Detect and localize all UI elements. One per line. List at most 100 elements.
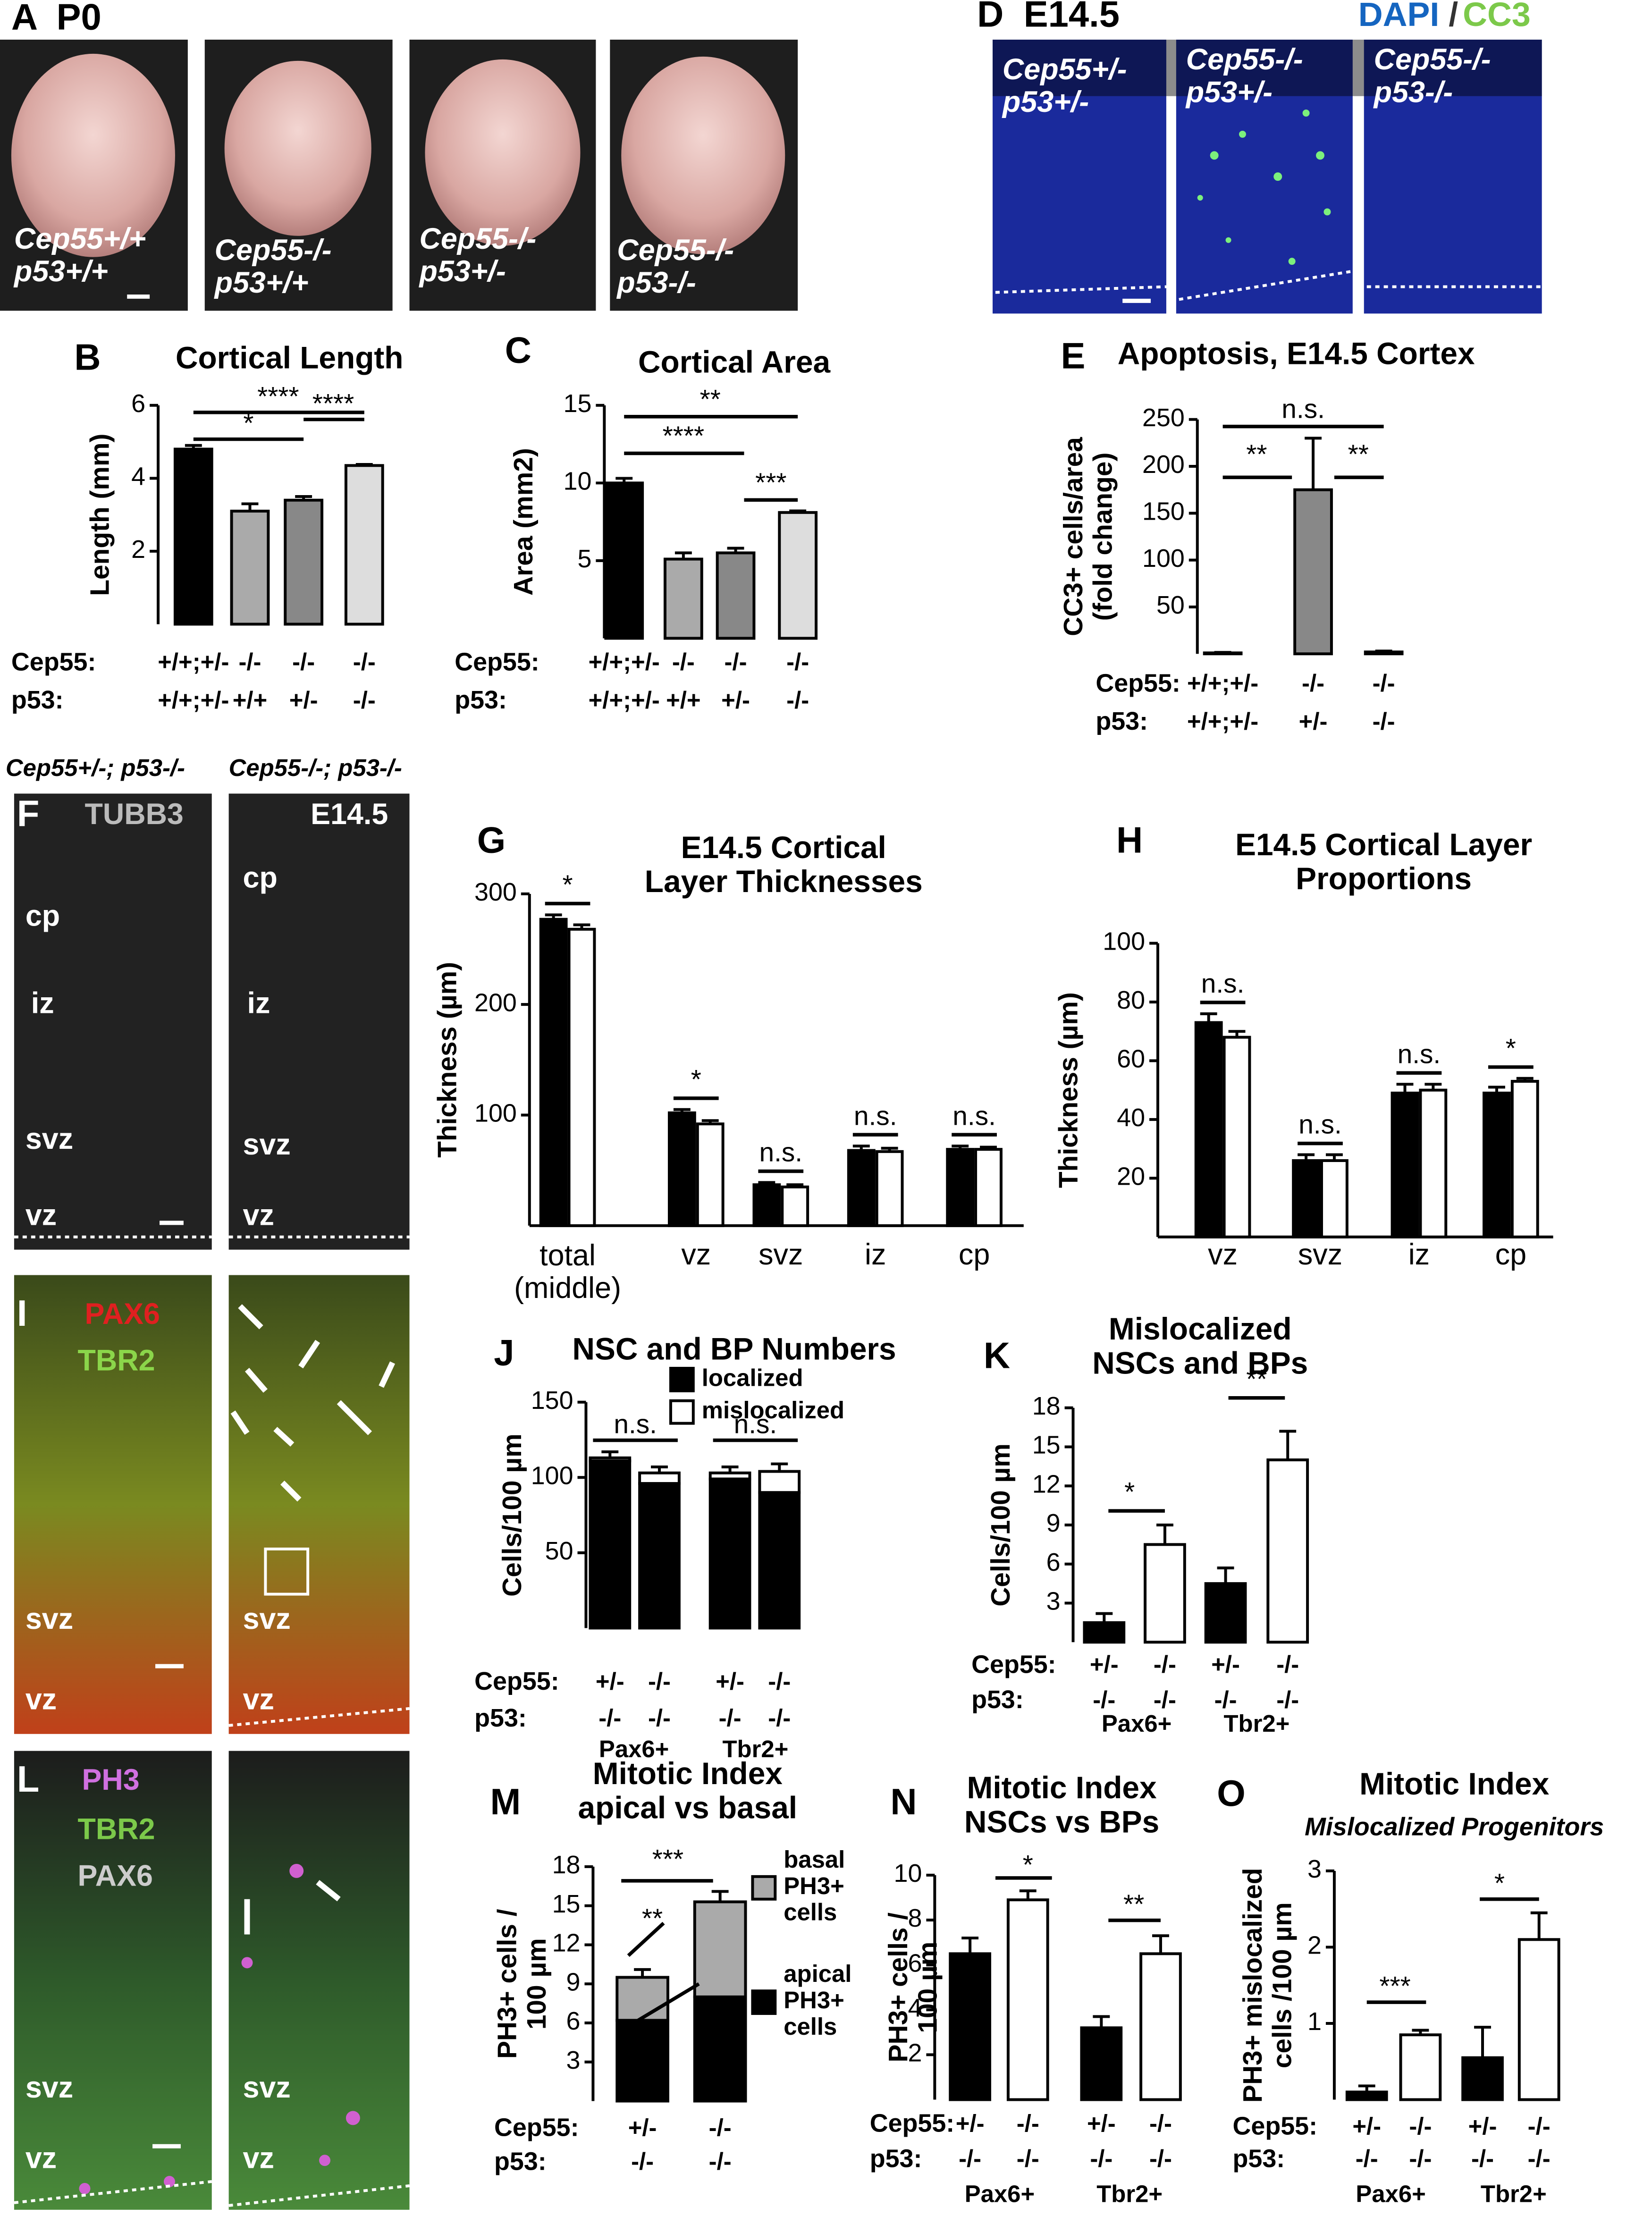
y-tick-label: 10 [894,1859,922,1887]
row-label: Cep55: [1096,669,1180,697]
bar [781,1185,809,1227]
bar-segment [615,2019,669,2103]
layer-label: iz [31,987,54,1020]
ph3-cells [79,1863,360,2194]
panel-letter: H [1116,820,1143,861]
y-tick-label: 20 [1117,1163,1145,1191]
bar-segment [638,1482,681,1630]
significance-label: * [691,1065,701,1095]
genotype-label: Cep55+/-p53+/- [1002,53,1127,118]
genotype-header: Cep55+/-; p53-/- [6,754,185,781]
chart-title: E14.5 Cortical Layer Thicknesses [645,830,923,899]
bar-segment [589,1456,632,1463]
row-label: p53: [474,1704,527,1732]
x-tick-label: -/- [631,2148,654,2175]
chart-subtitle: Mislocalized Progenitors [1305,1812,1604,1841]
x-tick-label: +/+ [233,686,268,713]
bar-segment [693,1900,747,1998]
row-label: p53: [11,686,64,714]
y-tick-label: 6 [908,1949,922,1977]
x-tick-label: -/- [1409,2145,1432,2172]
chart-title: Apoptosis, E14.5 Cortex [1118,336,1475,371]
x-tick-label: +/+;+/- [589,686,660,713]
x-tick-label: +/- [1211,1651,1240,1678]
brain [621,56,785,254]
x-tick-label: +/+;+/- [158,649,229,675]
layer-label: iz [247,987,270,1020]
brain [11,53,175,257]
bar [1266,1458,1309,1644]
group-label: Tbr2+ [1481,2180,1547,2207]
row-label: Cep55: [1233,2112,1318,2140]
stain-label: DAPI [1358,0,1440,34]
bar [1083,1621,1126,1644]
legend-swatch [751,1989,777,2015]
chart-title: NSC and BP Numbers [572,1331,896,1366]
x-tick-label: +/+;+/- [158,686,229,713]
bar [567,927,596,1227]
bar-segment [708,1477,751,1630]
y-tick-label: 12 [552,1929,581,1957]
x-tick-label: -/- [1471,2145,1494,2172]
micrograph [14,793,212,1250]
y-axis-label: Thickness (µm) [432,962,462,1158]
layer-label: vz [25,1683,57,1716]
x-tick-label: +/- [1087,2110,1116,2137]
significance-label: * [1494,1869,1505,1898]
marker-label: PAX6 [84,1297,160,1331]
legend-label: mislocalized [702,1397,844,1424]
panel-a: A P0 Cep55+/+ p53+/+ Cep55-/-p53+/+ Cep55… [0,0,798,311]
significance-bracket [627,1982,700,2028]
micrograph [14,1751,212,2210]
bar [284,498,324,626]
x-tick-label: -/- [353,686,376,713]
significance-label: n.s. [734,1410,777,1440]
bar [1292,1159,1321,1238]
significance-label: **** [312,389,354,419]
x-tick-label: -/- [1528,2145,1551,2172]
bar [663,557,703,640]
row-label: p53: [1096,707,1148,735]
stain-label: CC3 [1463,0,1531,34]
significance-label: * [1023,1850,1033,1880]
x-tick-label: -/- [1373,670,1395,697]
x-tick-label: total (middle) [514,1239,621,1305]
y-tick-label: 6 [566,2007,581,2035]
micrograph [228,1275,410,1734]
x-tick-label: -/- [1154,1686,1176,1713]
brain [224,60,371,236]
panel-letter: E [1061,336,1086,377]
bar [1461,2056,1504,2101]
row-label: Cep55: [870,2109,955,2138]
y-tick-label: 2 [1307,1931,1322,1960]
bar [1345,2090,1388,2101]
y-tick-label: 4 [131,463,145,491]
panel-letter: O [1217,1773,1246,1814]
significance-label: ** [1246,1365,1267,1394]
bar [949,1952,991,2101]
bar [1080,2026,1123,2101]
marker-label: PAX6 [78,1859,153,1892]
layer-label: svz [25,1122,73,1155]
y-tick-label: 9 [1046,1509,1061,1537]
significance-label: ** [700,385,721,414]
significance-label: * [563,870,573,900]
row-label: p53: [1233,2144,1285,2173]
significance-label: * [243,409,253,438]
stain-label: / [1449,0,1458,34]
y-tick-label: 100 [1142,544,1185,573]
genotype-label: Cep55-/-p53+/+ [214,234,332,299]
significance-label: * [1506,1034,1516,1063]
x-tick-label: -/- [786,649,809,675]
bar-segment [638,1471,681,1485]
row-label: Cep55: [455,648,539,676]
panel-d: D E14.5 DAPI / CC3 Cep55+/-p53+/- Cep55-… [977,0,1542,314]
x-tick-label: -/- [1302,670,1324,697]
x-tick-label: -/- [786,686,809,713]
bar [604,481,644,640]
micrograph [14,1275,212,1734]
micrograph [1176,39,1353,314]
x-tick-label: +/- [956,2110,985,2137]
layer-label: vz [243,2142,274,2175]
x-tick-label: -/- [1528,2113,1551,2140]
